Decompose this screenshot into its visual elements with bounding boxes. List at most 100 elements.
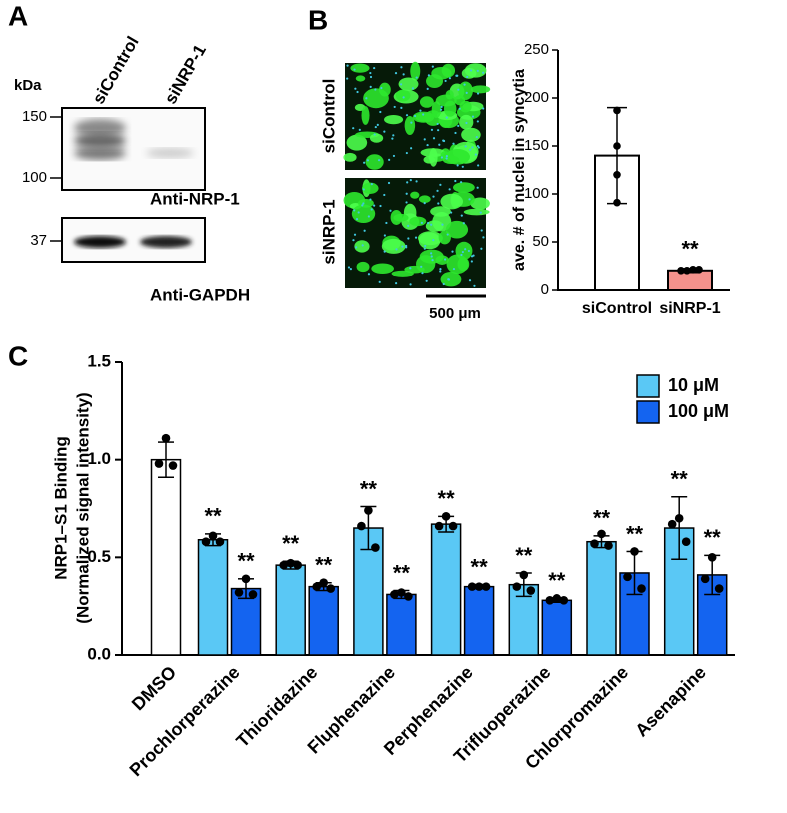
significance: **: [393, 560, 411, 585]
cell: [343, 152, 357, 162]
nucleus: [383, 130, 386, 133]
cell: [356, 261, 370, 273]
nucleus: [426, 87, 429, 90]
y-tick-label: 250: [524, 41, 549, 58]
cell: [441, 63, 456, 78]
nucleus: [394, 72, 398, 75]
data-point: [434, 521, 444, 531]
legend-swatch: [636, 400, 660, 424]
cell: [381, 238, 406, 254]
nucleus: [476, 92, 480, 95]
cell: [425, 220, 444, 232]
cell: [435, 94, 457, 107]
nucleus: [388, 158, 391, 161]
nucleus: [427, 74, 430, 77]
y-tick-label: 1.5: [87, 351, 111, 370]
nucleus: [474, 153, 477, 156]
nucleus: [357, 211, 360, 214]
cell: [410, 61, 421, 81]
nucleus: [479, 211, 482, 214]
data-point: [681, 537, 691, 547]
nucleus: [365, 97, 368, 100]
nucleus: [437, 202, 440, 205]
nucleus: [482, 71, 485, 74]
blot-band: [74, 133, 126, 149]
nucleus: [448, 188, 451, 191]
y-tick-label: 0.0: [87, 644, 111, 663]
nucleus: [423, 202, 426, 205]
nucleus: [425, 279, 428, 282]
nucleus: [468, 198, 471, 201]
bar: [150, 458, 182, 656]
nucleus: [405, 192, 408, 195]
bar: [463, 585, 495, 656]
data-point: [519, 570, 529, 580]
y-tick-label: 0: [541, 281, 549, 298]
cell: [361, 106, 370, 125]
nucleus: [421, 272, 424, 275]
nucleus: [465, 121, 468, 125]
significance: **: [204, 504, 222, 529]
data-point: [512, 582, 522, 591]
nucleus: [461, 165, 464, 168]
data-point: [689, 266, 697, 274]
nucleus: [361, 204, 364, 207]
y-tick-label: 100: [524, 185, 549, 202]
marker-label: 100: [22, 169, 47, 186]
nucleus: [389, 209, 392, 212]
nucleus: [476, 144, 479, 148]
nucleus: [480, 229, 483, 232]
nucleus: [466, 75, 469, 79]
cell: [418, 232, 441, 250]
nucleus: [439, 270, 442, 273]
cell: [365, 154, 384, 170]
nucleus: [410, 147, 413, 150]
nucleus: [377, 159, 381, 162]
data-point: [474, 582, 484, 591]
x-tick-label: siControl: [582, 300, 652, 317]
nucleus: [405, 201, 408, 204]
x-tick-label: Asenapine: [631, 662, 710, 741]
nucleus: [471, 115, 475, 118]
nucleus: [432, 239, 435, 242]
nucleus: [467, 249, 471, 253]
data-point: [201, 537, 211, 547]
legend-label: 10 μM: [668, 375, 719, 395]
nucleus: [409, 179, 412, 182]
nucleus: [447, 278, 450, 281]
nucleus: [456, 74, 459, 77]
nucleus: [414, 236, 418, 239]
nucleus: [355, 246, 358, 249]
cell: [458, 81, 473, 101]
nucleus: [422, 113, 425, 116]
cell: [363, 88, 389, 109]
marker-label: 37: [30, 232, 47, 249]
nucleus: [355, 218, 359, 221]
nucleus: [409, 267, 412, 270]
bar: [586, 540, 617, 656]
significance: **: [626, 521, 644, 546]
nucleus: [385, 221, 388, 225]
data-point: [481, 582, 491, 591]
y-axis-label: (Normalized signal intensity): [73, 392, 92, 623]
cell: [457, 257, 470, 272]
nucleus: [448, 77, 452, 80]
data-point: [545, 596, 555, 605]
nucleus: [395, 248, 398, 251]
nucleus: [407, 224, 410, 227]
panel-label: C: [8, 340, 28, 371]
nucleus: [369, 75, 373, 79]
y-tick-label: 150: [524, 137, 549, 154]
cell: [384, 114, 404, 125]
nucleus: [356, 90, 359, 94]
data-point: [467, 582, 477, 591]
bar: [386, 593, 417, 656]
nucleus: [430, 252, 433, 255]
nucleus: [480, 247, 483, 250]
nucleus: [380, 86, 383, 90]
cell: [464, 63, 487, 78]
data-point: [630, 547, 639, 556]
nucleus: [430, 128, 434, 131]
bar: [430, 523, 462, 656]
